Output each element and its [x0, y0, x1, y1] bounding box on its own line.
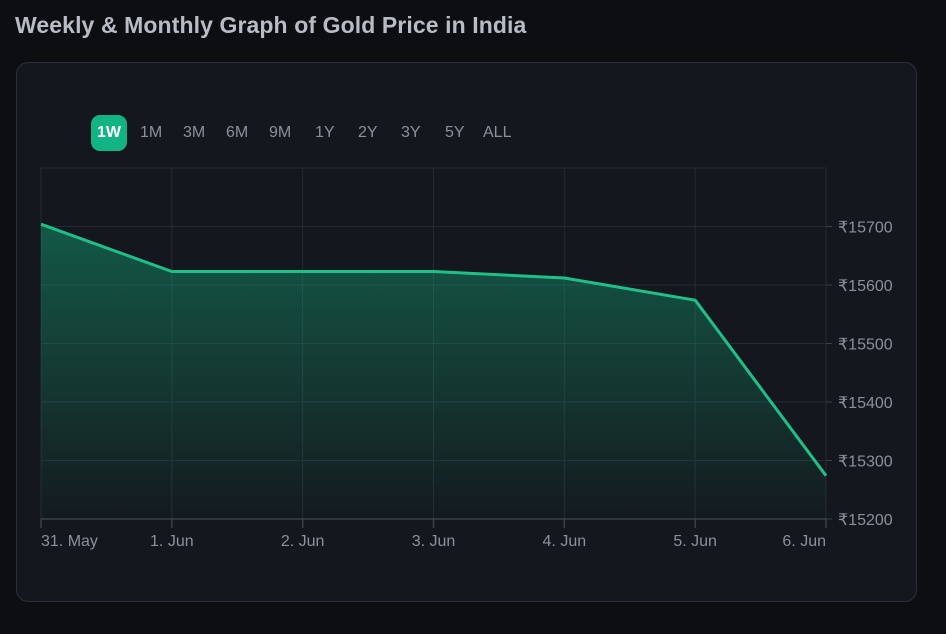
range-tab-6m[interactable]: 6M	[226, 124, 249, 141]
x-tick-label: 3. Jun	[412, 533, 456, 550]
data-point	[824, 474, 828, 478]
price-area	[41, 224, 826, 519]
x-tick-label: 4. Jun	[543, 533, 587, 550]
data-point	[170, 270, 174, 274]
y-tick-label: ₹15300	[838, 454, 893, 471]
x-tick-label: 5. Jun	[673, 533, 717, 550]
x-tick-label: 31. May	[41, 533, 98, 550]
y-axis-labels: ₹15200 ₹15300 ₹15400 ₹15500 ₹15600 ₹15700	[838, 220, 893, 530]
data-point	[562, 276, 566, 280]
y-tick-label: ₹15600	[838, 278, 893, 295]
range-tab-all[interactable]: ALL	[483, 124, 512, 141]
price-line	[40, 222, 828, 477]
range-tab-1y[interactable]: 1Y	[315, 124, 335, 141]
range-tab-1w[interactable]: 1W	[91, 115, 127, 151]
data-point	[301, 270, 305, 274]
range-tab-1m[interactable]: 1M	[140, 124, 163, 141]
data-point	[432, 270, 436, 274]
x-tick-label: 6. Jun	[782, 533, 826, 550]
range-tab-3y[interactable]: 3Y	[401, 124, 421, 141]
x-tick-label: 2. Jun	[281, 533, 325, 550]
y-tick-label: ₹15200	[838, 512, 893, 529]
range-tab-2y[interactable]: 2Y	[358, 124, 378, 141]
data-point	[39, 222, 43, 226]
range-tab-9m[interactable]: 9M	[269, 124, 292, 141]
y-tick-label: ₹15700	[838, 220, 893, 237]
y-tick-label: ₹15500	[838, 337, 893, 354]
range-tab-3m[interactable]: 3M	[183, 124, 206, 141]
range-tab-5y[interactable]: 5Y	[445, 124, 465, 141]
x-axis	[39, 222, 832, 528]
x-tick-label: 1. Jun	[150, 533, 194, 550]
x-axis-labels: 31. May 1. Jun 2. Jun 3. Jun 4. Jun 5. Jun 6. …	[41, 533, 826, 550]
y-tick-label: ₹15400	[838, 395, 893, 412]
data-point	[693, 298, 697, 302]
page-title: Weekly & Monthly Graph of Gold Price in …	[15, 12, 527, 38]
